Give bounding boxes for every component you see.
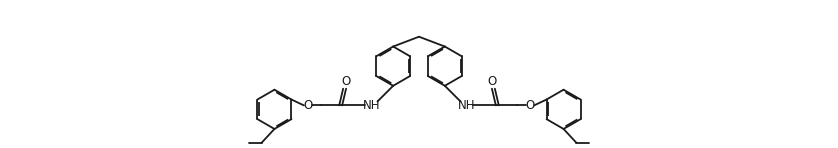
Text: O: O [341,75,350,88]
Text: NH: NH [458,99,475,112]
Text: O: O [525,99,535,112]
Text: O: O [303,99,313,112]
Text: O: O [488,75,497,88]
Text: NH: NH [363,99,380,112]
